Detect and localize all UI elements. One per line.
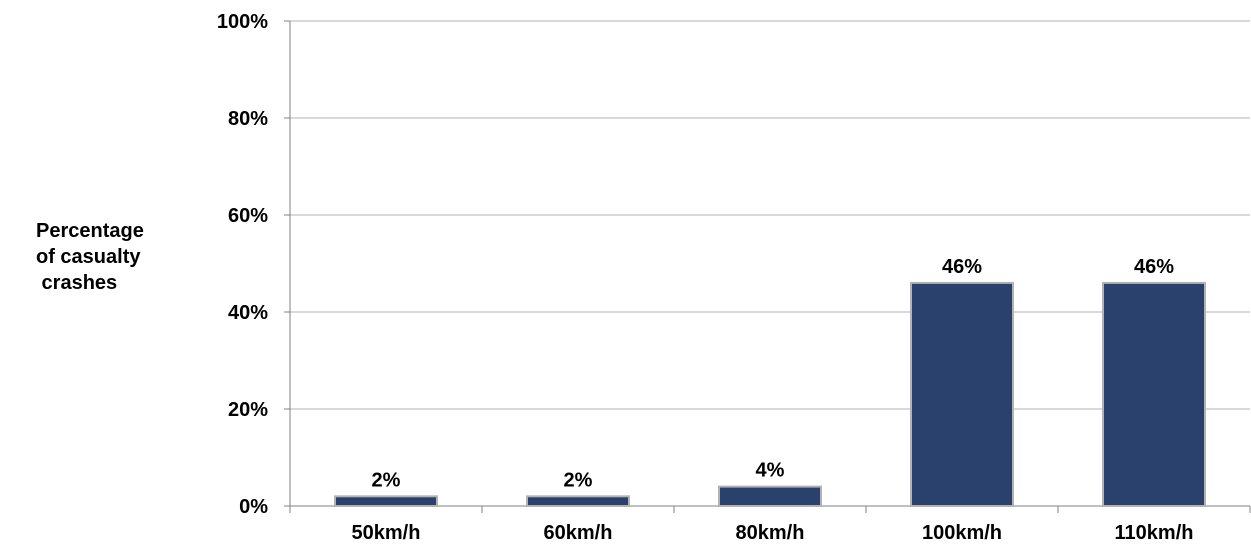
x-tick-label: 110km/h	[1115, 522, 1194, 544]
y-tick-label: 60%	[228, 205, 268, 227]
y-tick-label: 40%	[228, 302, 268, 324]
y-axis-title-line: crashes	[36, 272, 118, 294]
y-axis-title: Percentage of casualty crashes	[36, 218, 176, 296]
data-label: 2%	[564, 469, 593, 491]
bar	[526, 495, 630, 507]
y-tick-label: 20%	[228, 399, 268, 421]
data-label: 46%	[942, 256, 982, 278]
x-tick-label: 80km/h	[736, 522, 805, 544]
bar	[718, 485, 822, 508]
data-label: 2%	[372, 469, 401, 491]
data-label: 4%	[756, 460, 785, 482]
x-tick-label: 100km/h	[922, 522, 1002, 544]
bar	[1102, 281, 1206, 507]
y-axis-title-line: of casualty	[36, 246, 141, 268]
y-tick-label: 80%	[228, 108, 268, 130]
y-tick-label: 0%	[239, 496, 268, 518]
x-tick-label: 50km/h	[352, 522, 421, 544]
bar	[334, 495, 438, 507]
x-tick-label: 60km/h	[544, 522, 613, 544]
data-label: 46%	[1134, 256, 1174, 278]
bar	[910, 281, 1014, 507]
y-axis-title-line: Percentage	[36, 220, 144, 242]
y-tick-label: 100%	[217, 11, 268, 33]
